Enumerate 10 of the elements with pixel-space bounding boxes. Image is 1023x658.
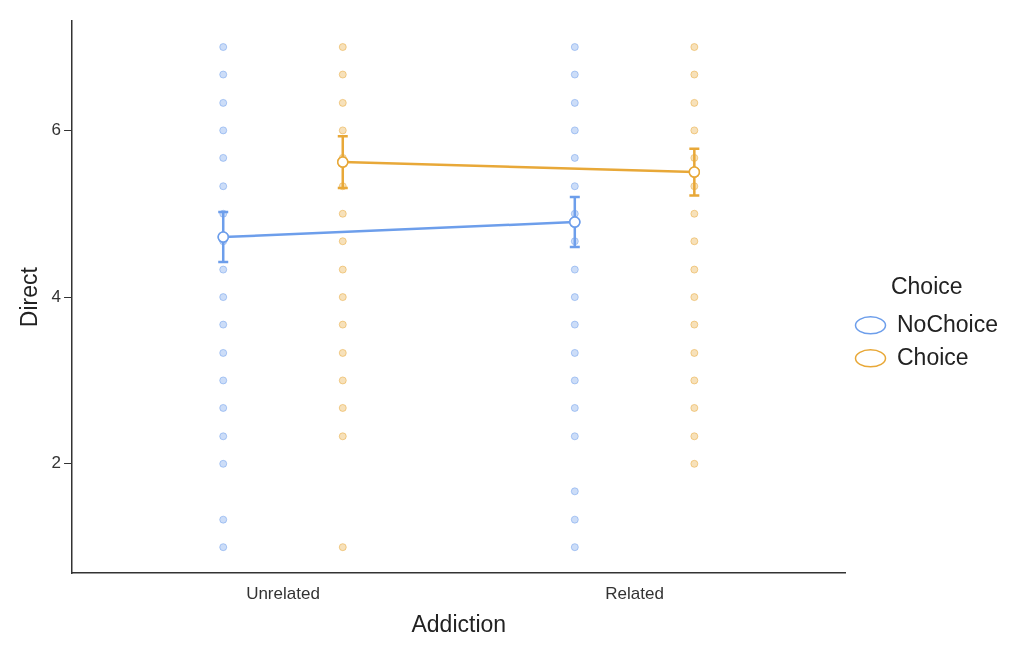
y-tick-label: 4 <box>51 286 62 306</box>
legend-label: Choice <box>897 343 969 370</box>
y-tick-label: 2 <box>51 453 62 473</box>
x-tick-label: Related <box>605 583 664 603</box>
y-axis-title: Direct <box>16 266 43 328</box>
legend-title: Choice <box>890 273 963 300</box>
x-tick-label: Unrelated <box>246 583 320 603</box>
y-tick-label: 6 <box>51 120 62 140</box>
x-axis-title: Addiction <box>411 610 507 637</box>
legend-label: NoChoice <box>897 310 998 337</box>
